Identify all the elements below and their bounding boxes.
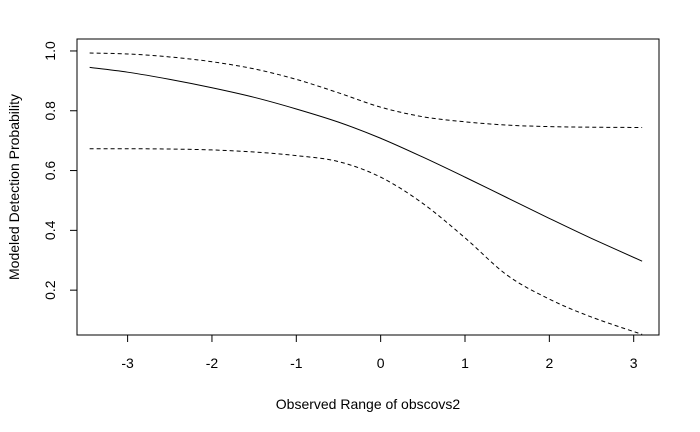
x-tick-label: 1 [461, 355, 469, 371]
x-tick-label: 0 [377, 355, 385, 371]
x-tick-label: -2 [206, 355, 219, 371]
y-tick-label: 0.4 [42, 220, 58, 240]
series-layer [89, 52, 643, 335]
x-tick-label: -3 [121, 355, 134, 371]
plot-frame [76, 38, 660, 336]
x-tick-label: -1 [290, 355, 303, 371]
y-axis-title: Modeled Detection Probability [6, 94, 22, 280]
y-axis: 0.2 0.4 0.6 0.8 1.0 [42, 41, 77, 300]
series-line-lower-bound [89, 148, 643, 335]
x-axis: -3 -2 -1 0 1 2 3 [121, 335, 638, 371]
y-tick-label: 0.6 [42, 161, 58, 181]
y-tick-label: 1.0 [42, 41, 58, 61]
series-line-estimate [89, 66, 643, 262]
x-tick-label: 2 [545, 355, 553, 371]
y-tick-label: 0.2 [42, 280, 58, 300]
series-line-upper-bound [89, 52, 643, 128]
x-tick-label: 3 [630, 355, 638, 371]
y-tick-label: 0.8 [42, 101, 58, 121]
x-axis-title: Observed Range of obscovs2 [276, 396, 461, 412]
